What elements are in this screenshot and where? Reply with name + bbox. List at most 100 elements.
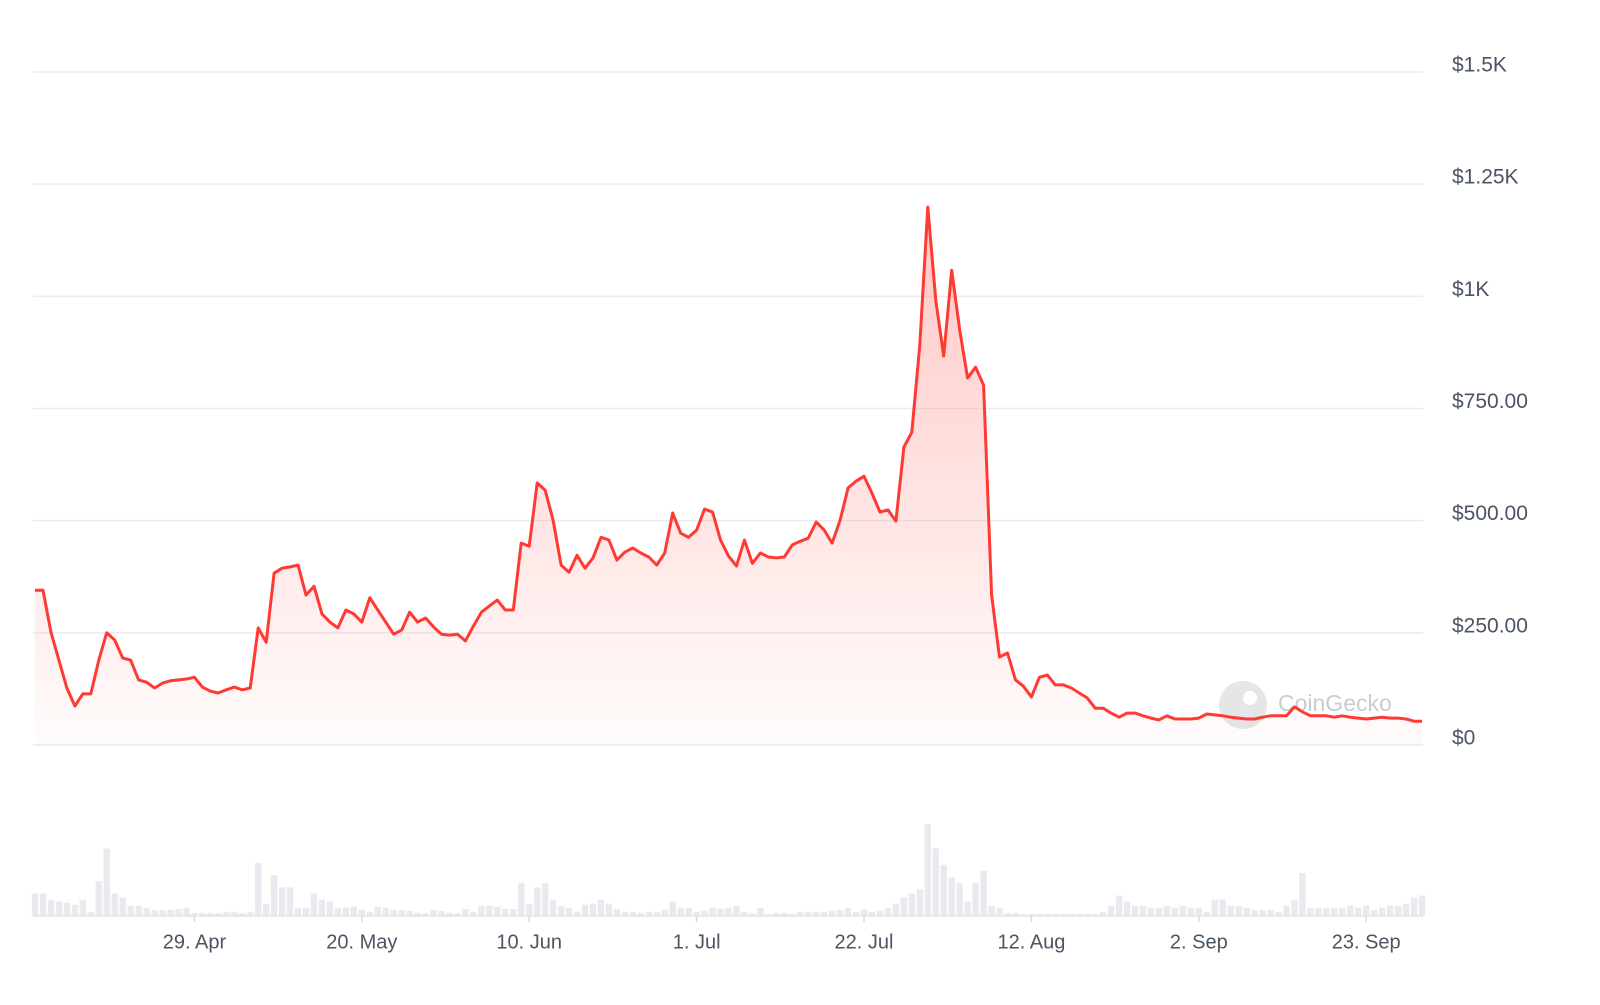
x-tick-label: 20. May (326, 931, 397, 953)
volume-bar (924, 824, 931, 916)
volume-bar (1291, 899, 1298, 916)
volume-bar (1115, 895, 1123, 916)
x-tick-label: 1. Jul (673, 931, 721, 953)
volume-bar (239, 912, 246, 916)
volume-bar (812, 911, 820, 916)
volume-bar (1363, 905, 1370, 916)
volume-bar (956, 883, 963, 916)
volume-bar (1195, 907, 1202, 916)
volume-bar (382, 907, 389, 916)
volume-bar (1036, 913, 1043, 916)
volume-bar (565, 907, 573, 916)
volume-bar (1076, 913, 1083, 916)
volume-bar (270, 875, 278, 916)
volume-bar (247, 911, 254, 916)
volume-bar (175, 908, 182, 916)
volume-bar (199, 912, 206, 916)
volume-bar (725, 907, 732, 916)
volume-bar (446, 912, 453, 916)
volume-bar (773, 912, 780, 916)
volume-bar (980, 871, 987, 916)
y-tick-label: $750.00 (1452, 390, 1528, 413)
volume-bar (207, 912, 214, 916)
volume-bar (87, 911, 94, 916)
volume-bar (1251, 909, 1258, 916)
price-line (35, 205, 1422, 723)
volume-bar (597, 899, 605, 916)
volume-bar (1004, 912, 1011, 916)
volume-bar (1219, 899, 1226, 916)
volume-bar (653, 911, 660, 916)
volume-bar (908, 893, 916, 916)
volume-bar (366, 911, 373, 916)
volume-bar (693, 911, 700, 916)
volume-bar (1211, 899, 1218, 916)
volume-bar (964, 901, 971, 916)
volume-bar (1012, 912, 1019, 916)
volume-bar (741, 911, 748, 916)
volume-bar (1339, 907, 1346, 916)
x-tick-label: 23. Sep (1332, 931, 1401, 953)
x-tick-label: 10. Jun (496, 931, 562, 953)
volume-bar (1378, 907, 1386, 916)
volume-bar (398, 909, 405, 916)
volume-bar (310, 893, 318, 916)
volume-bar (454, 912, 461, 916)
volume-bar (486, 905, 493, 916)
price-area (35, 207, 1422, 745)
volume-bar (940, 864, 947, 916)
volume-bar (183, 907, 190, 916)
volume-bar (71, 904, 79, 916)
y-tick-label: $250.00 (1452, 614, 1528, 637)
volume-bar (1259, 909, 1266, 916)
volume-bar (948, 877, 955, 916)
x-tick-label: 22. Jul (835, 931, 894, 953)
volume-bar (916, 889, 923, 916)
volume-bar (709, 907, 716, 916)
volume-bar (1386, 905, 1394, 916)
volume-bar (1315, 907, 1322, 916)
volume-bar (231, 911, 238, 916)
volume-bar (1131, 905, 1139, 916)
volume-bar (1203, 911, 1210, 916)
y-tick-label: $1.25K (1452, 166, 1519, 189)
volume-bar (717, 908, 724, 916)
volume-bar (805, 911, 812, 916)
volume-bar (1171, 907, 1179, 916)
volume-bar (661, 909, 668, 916)
volume-bar (103, 848, 110, 916)
volume-bar (302, 907, 310, 916)
volume-bar (159, 909, 166, 916)
y-tick-label: $0 (1452, 727, 1475, 750)
volume-bar (828, 910, 836, 916)
volume-bar (79, 899, 87, 916)
volume-bar (294, 907, 302, 916)
volume-bar (1394, 905, 1402, 916)
volume-bar (255, 862, 262, 916)
volume-bar (502, 908, 509, 916)
volume-bar (510, 908, 517, 916)
volume-bar (326, 901, 334, 916)
volume-bar (884, 907, 892, 916)
volume-bar (629, 911, 637, 916)
volume-bar (669, 901, 676, 916)
volume-bar (1107, 905, 1115, 916)
volume-bar (876, 910, 884, 916)
volume-bar (701, 910, 708, 916)
volume-bar (613, 908, 621, 916)
volume-bar (1227, 905, 1234, 916)
volume-bar (733, 905, 740, 916)
volume-bar (541, 883, 549, 916)
volume-bar (1163, 905, 1171, 916)
volume-bar (996, 907, 1003, 916)
volume-bar (1020, 913, 1027, 916)
volume-bar (262, 903, 270, 916)
y-tick-label: $1.5K (1452, 54, 1507, 77)
volume-bar (342, 907, 350, 916)
volume-bar (605, 903, 613, 916)
volume-bar (757, 907, 764, 916)
volume-bar (789, 913, 796, 916)
volume-bar (797, 911, 804, 916)
